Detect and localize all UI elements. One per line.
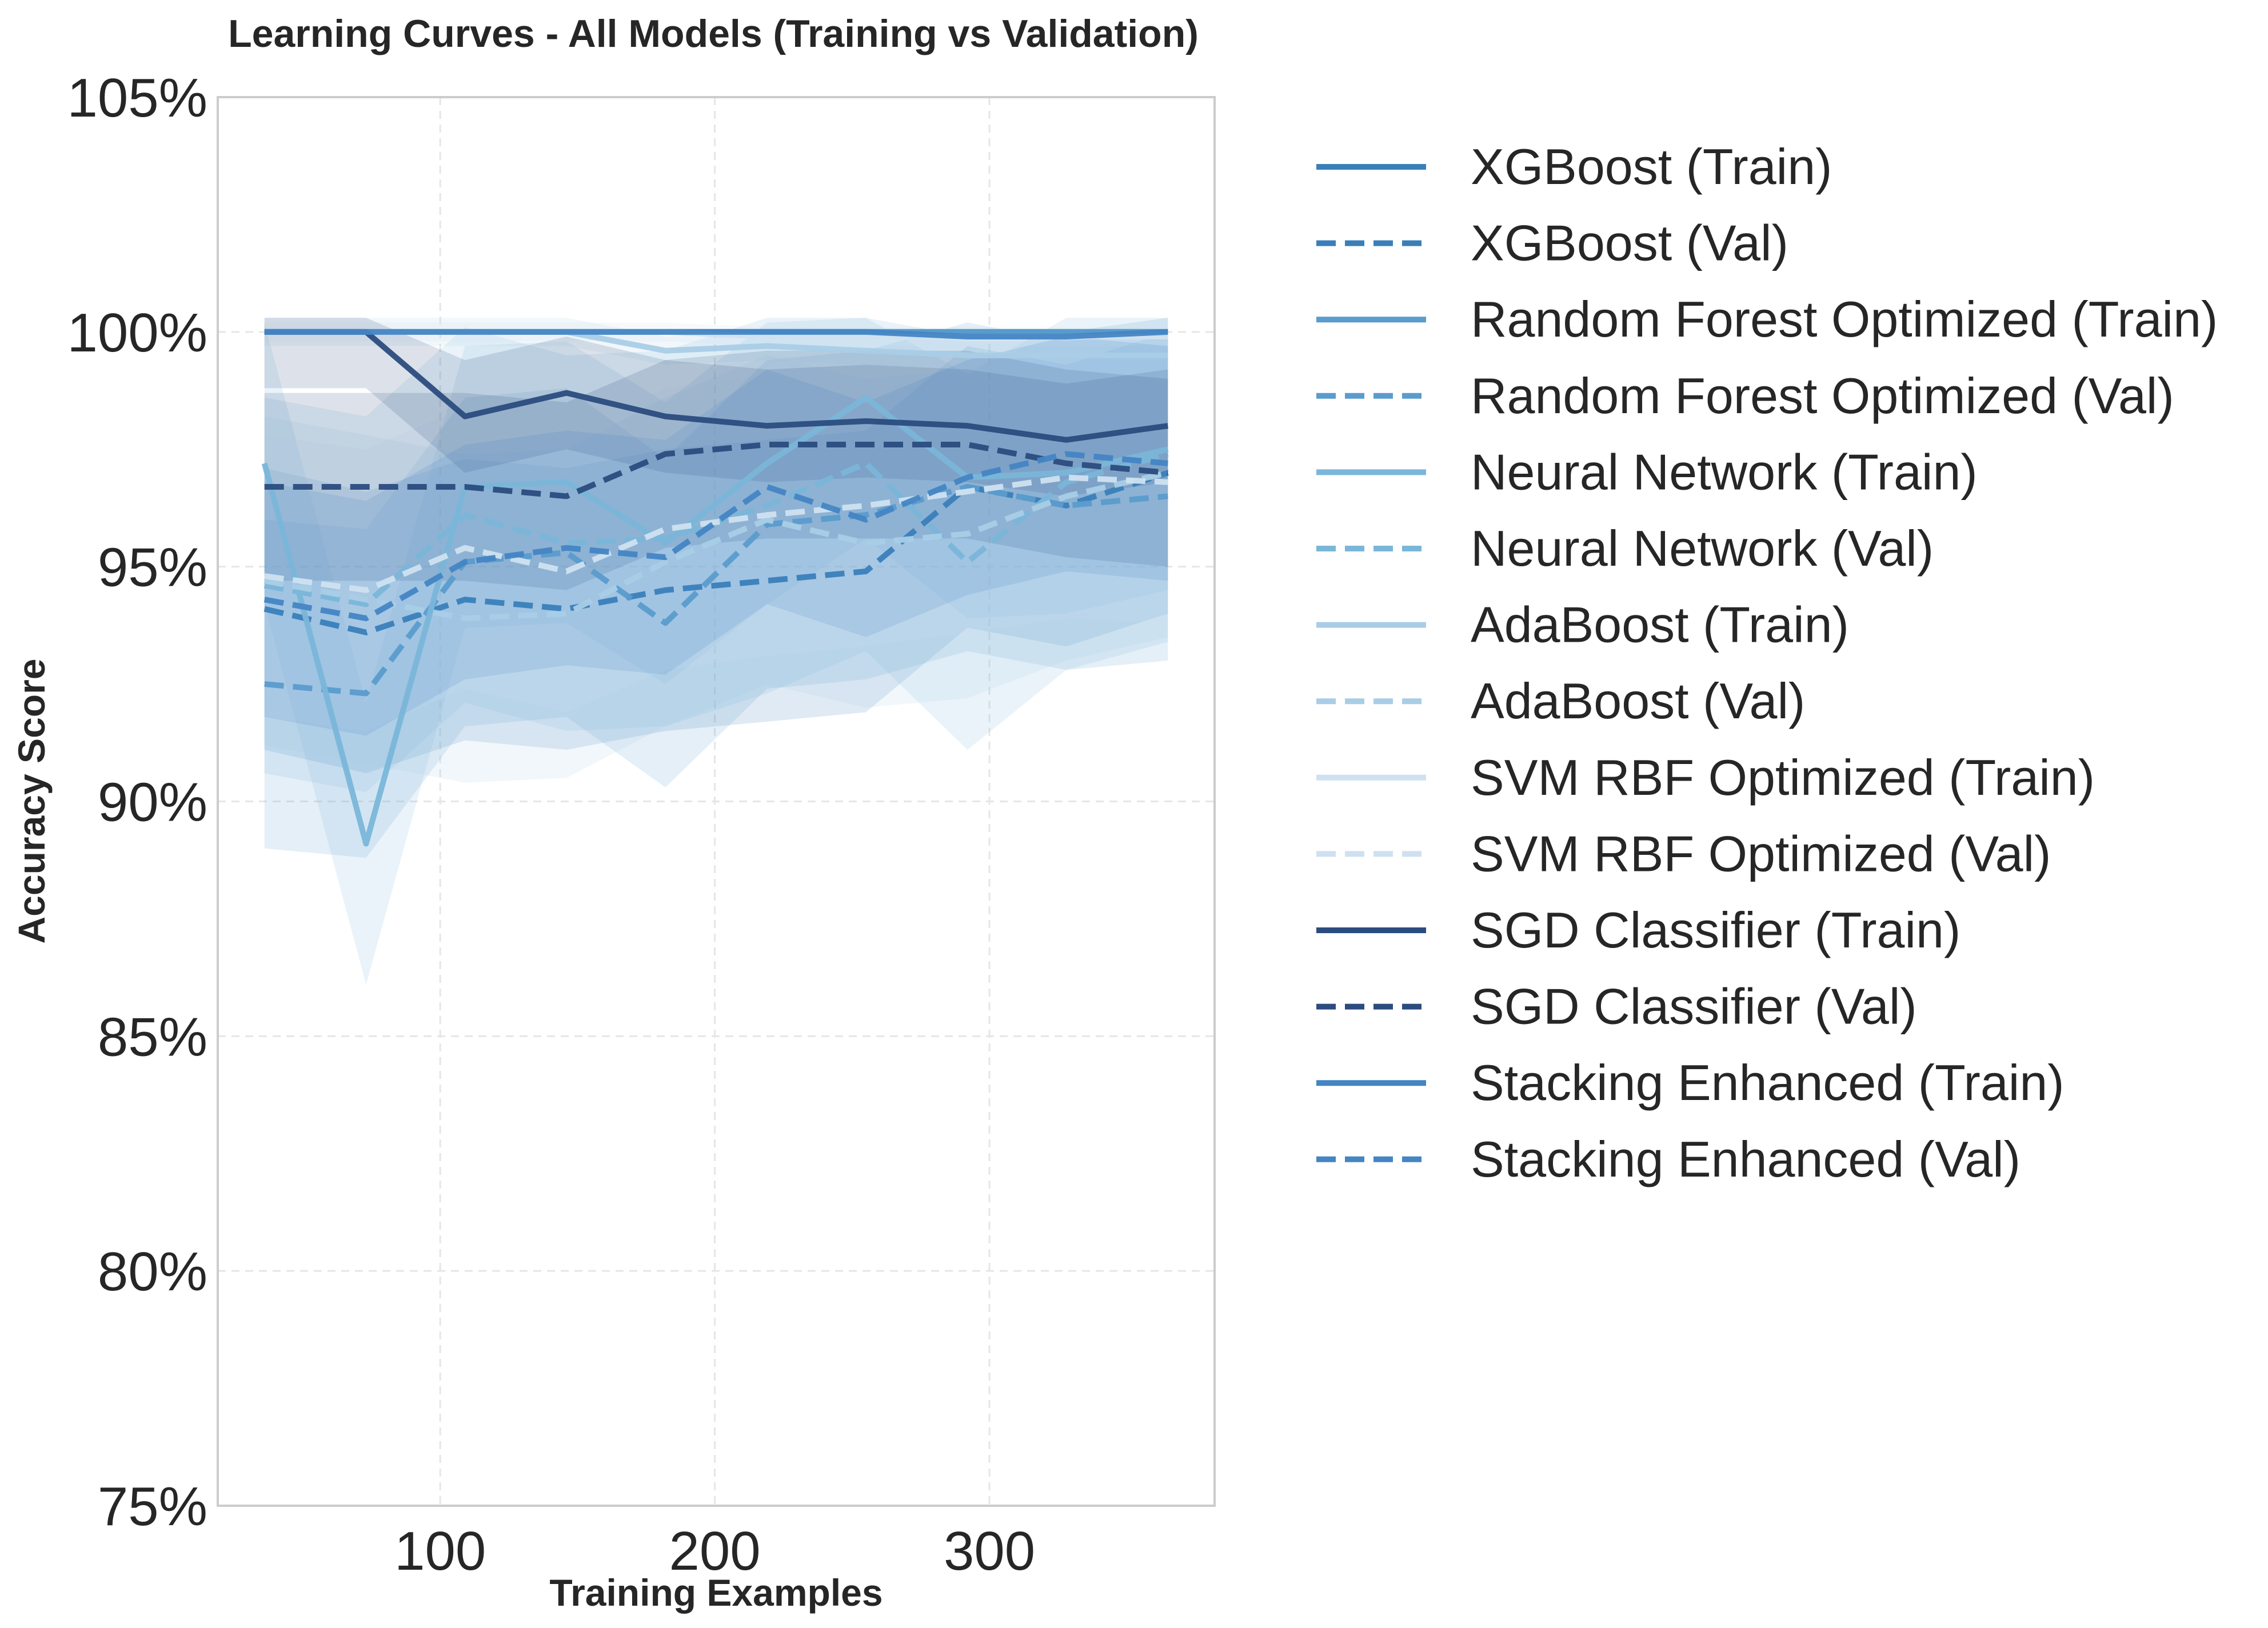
- band-adaboost-val-: [264, 318, 1168, 783]
- legend-item: Stacking Enhanced (Train): [1316, 1054, 2065, 1111]
- series-line-xgboost-val-: [263, 470, 1169, 635]
- plot-frame: [217, 96, 1216, 1507]
- y-tick-label: 105%: [67, 67, 207, 129]
- legend-label: XGBoost (Val): [1471, 215, 1788, 271]
- x-tick-label: 100: [394, 1521, 486, 1582]
- series-line-svm-rbf-optimized-val-: [263, 474, 1168, 593]
- legend-label: Neural Network (Train): [1471, 443, 1978, 500]
- series-lines: [261, 329, 1169, 847]
- legend-item: Neural Network (Val): [1316, 520, 1934, 577]
- band-stacking-enhanced-val-: [264, 337, 1168, 736]
- legend-label: SGD Classifier (Val): [1471, 978, 1917, 1035]
- y-tick-label: 95%: [98, 537, 207, 598]
- series-line-neural-network-train-: [261, 394, 1169, 847]
- legend-item: AdaBoost (Val): [1316, 673, 1805, 729]
- legend-label: Random Forest Optimized (Val): [1471, 367, 2174, 424]
- series-line-sgd-classifier-val-: [264, 442, 1168, 499]
- y-ticks: 75% 80% 85% 90% 95% 100% 105%: [67, 67, 207, 1537]
- legend-item: Random Forest Optimized (Train): [1316, 291, 2218, 347]
- x-axis-label: Training Examples: [549, 1571, 883, 1614]
- y-tick-label: 75%: [98, 1476, 207, 1537]
- legend-label: AdaBoost (Val): [1471, 673, 1805, 729]
- y-axis-label: Accuracy Score: [10, 659, 53, 944]
- legend: XGBoost (Train) XGBoost (Val) Random Fores…: [1316, 138, 2218, 1187]
- band-neural-network-val-: [264, 318, 1168, 793]
- legend-label: SVM RBF Optimized (Train): [1471, 749, 2095, 806]
- legend-label: Random Forest Optimized (Train): [1471, 291, 2218, 347]
- legend-item: XGBoost (Train): [1316, 138, 1832, 195]
- x-ticks: 100 200 300: [394, 1521, 1035, 1582]
- legend-label: XGBoost (Train): [1471, 138, 1832, 195]
- legend-item: SGD Classifier (Train): [1316, 902, 1960, 958]
- series-line-adaboost-val-: [263, 470, 1169, 622]
- legend-label: SGD Classifier (Train): [1471, 902, 1960, 958]
- legend-label: AdaBoost (Train): [1471, 597, 1849, 653]
- series-line-sgd-classifier-train-: [264, 329, 1169, 443]
- y-tick-label: 85%: [98, 1006, 207, 1067]
- legend-item: Neural Network (Train): [1316, 443, 1978, 500]
- x-tick-label: 300: [944, 1521, 1035, 1582]
- band-sgd-classifier-train-: [264, 318, 1168, 497]
- legend-item: AdaBoost (Train): [1316, 597, 1849, 653]
- legend-item: SVM RBF Optimized (Train): [1316, 749, 2095, 806]
- legend-label: Stacking Enhanced (Train): [1471, 1054, 2065, 1111]
- legend-label: Stacking Enhanced (Val): [1471, 1131, 2021, 1187]
- legend-item: Random Forest Optimized (Val): [1316, 367, 2174, 424]
- band-svm-rbf-optimized-val-: [264, 337, 1168, 731]
- x-tick-label: 200: [669, 1521, 761, 1582]
- legend-item: Stacking Enhanced (Val): [1316, 1131, 2021, 1187]
- series-line-stacking-enhanced-train-: [264, 329, 1168, 340]
- legend-item: XGBoost (Val): [1316, 215, 1788, 271]
- series-line-stacking-enhanced-val-: [263, 451, 1168, 622]
- legend-label: Neural Network (Val): [1471, 520, 1934, 577]
- legend-item: SVM RBF Optimized (Val): [1316, 825, 2051, 882]
- series-line-random-forest-optimized-val-: [264, 483, 1168, 697]
- y-tick-label: 80%: [98, 1241, 207, 1302]
- y-tick-label: 100%: [67, 302, 207, 363]
- chart-title: Learning Curves - All Models (Training v…: [228, 12, 1199, 55]
- legend-label: SVM RBF Optimized (Val): [1471, 825, 2051, 882]
- legend-item: SGD Classifier (Val): [1316, 978, 1917, 1035]
- y-tick-label: 90%: [98, 772, 207, 833]
